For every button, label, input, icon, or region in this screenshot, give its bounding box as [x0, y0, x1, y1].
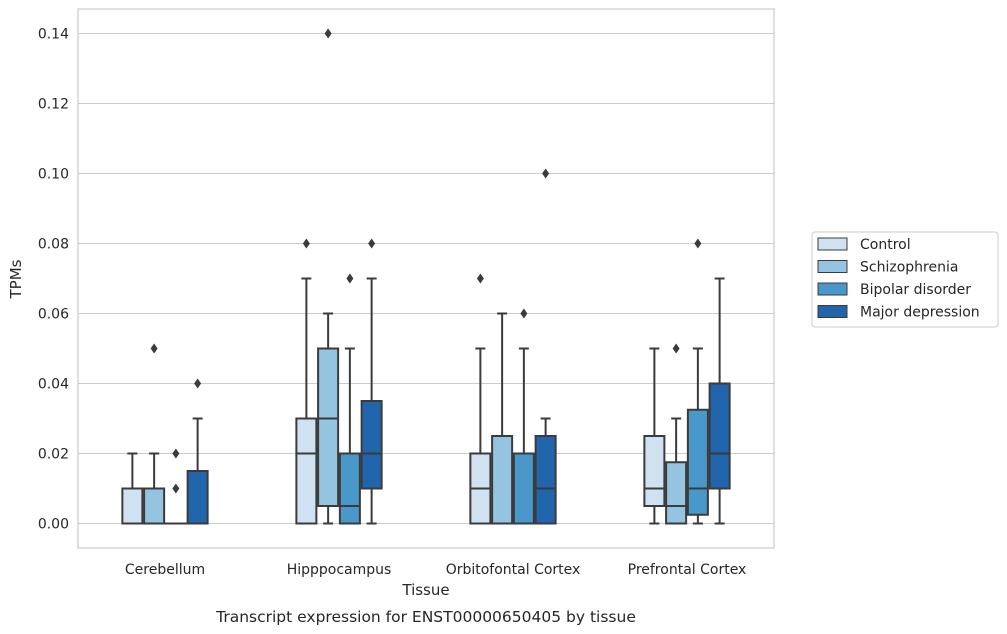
- box-iqr: [360, 400, 383, 490]
- box-major-depression: [186, 378, 209, 525]
- outlier-point: [324, 28, 332, 39]
- box-iqr: [295, 417, 318, 525]
- legend-label: Major depression: [860, 305, 980, 321]
- box-major-depression: [708, 277, 731, 525]
- box-iqr: [534, 435, 557, 525]
- x-tick-label: Hipppocampus: [287, 562, 392, 578]
- box-iqr: [643, 435, 666, 507]
- legend-swatch: [817, 282, 848, 296]
- y-tick-label: 0.10: [38, 167, 69, 183]
- box-iqr: [186, 470, 209, 525]
- box-iqr: [338, 452, 361, 525]
- x-tick-label: Orbitofontal Cortex: [446, 562, 581, 578]
- box-iqr: [686, 408, 709, 516]
- outlier-point: [172, 448, 180, 459]
- box-schizophrenia: [317, 28, 340, 525]
- box-iqr: [121, 487, 144, 525]
- legend-label: Bipolar disorder: [860, 282, 971, 298]
- outlier-point: [694, 238, 702, 249]
- y-tick-label: 0.00: [38, 517, 69, 533]
- outlier-point: [476, 273, 484, 284]
- box-iqr: [143, 487, 166, 525]
- box-iqr: [512, 452, 535, 525]
- y-tick-label: 0.14: [38, 27, 69, 43]
- box-iqr: [491, 435, 514, 525]
- x-tick-label: Cerebellum: [125, 562, 205, 578]
- outlier-point: [542, 168, 550, 179]
- box-schizophrenia: [143, 343, 166, 525]
- x-tick-label: Prefrontal Cortex: [628, 562, 747, 578]
- box-control: [643, 347, 666, 525]
- box-bipolar-disorder: [338, 273, 361, 525]
- y-tick-label: 0.06: [38, 307, 69, 323]
- outlier-point: [194, 378, 202, 389]
- box-bipolar-disorder: [512, 308, 535, 525]
- box-control: [295, 238, 318, 525]
- outlier-point: [368, 238, 376, 249]
- box-iqr: [317, 347, 340, 507]
- y-axis-title: TPMs: [7, 259, 25, 299]
- outlier-point: [302, 238, 310, 249]
- plot-frame: [77, 8, 775, 549]
- box-bipolar-disorder: [164, 448, 187, 525]
- outlier-point: [172, 483, 180, 494]
- box-iqr: [708, 382, 731, 490]
- outlier-point: [150, 343, 158, 354]
- y-tick-labels: 0.00 0.02 0.04 0.06 0.08 0.10 0.12 0.14: [38, 27, 69, 533]
- x-axis-title: Tissue: [401, 581, 449, 599]
- legend-swatch: [817, 237, 848, 251]
- y-tick-label: 0.12: [38, 97, 69, 113]
- boxes: [121, 28, 731, 525]
- outlier-point: [672, 343, 680, 354]
- outlier-point: [520, 308, 528, 319]
- legend-swatch: [817, 260, 848, 273]
- legend-swatch: [817, 305, 848, 318]
- chart-caption: Transcript expression for ENST0000065040…: [215, 608, 636, 626]
- y-tick-label: 0.04: [38, 377, 69, 393]
- box-major-depression: [534, 168, 557, 525]
- box-bipolar-disorder: [686, 238, 709, 525]
- legend: Control Schizophrenia Bipolar disorder Majo…: [811, 231, 999, 328]
- legend-label: Schizophrenia: [860, 260, 958, 276]
- legend-frame: [811, 231, 999, 328]
- box-major-depression: [360, 238, 383, 525]
- x-tick-labels: Cerebellum Hipppocampus Orbitofontal Corte…: [125, 562, 746, 578]
- gridlines: [78, 32, 774, 525]
- box-iqr: [665, 461, 688, 525]
- outlier-point: [346, 273, 354, 284]
- legend-label: Control: [860, 237, 911, 253]
- box-schizophrenia: [665, 343, 688, 525]
- y-tick-label: 0.08: [38, 237, 69, 253]
- box-control: [469, 273, 492, 525]
- box-schizophrenia: [491, 312, 514, 525]
- y-tick-label: 0.02: [38, 447, 69, 463]
- box-control: [121, 452, 144, 525]
